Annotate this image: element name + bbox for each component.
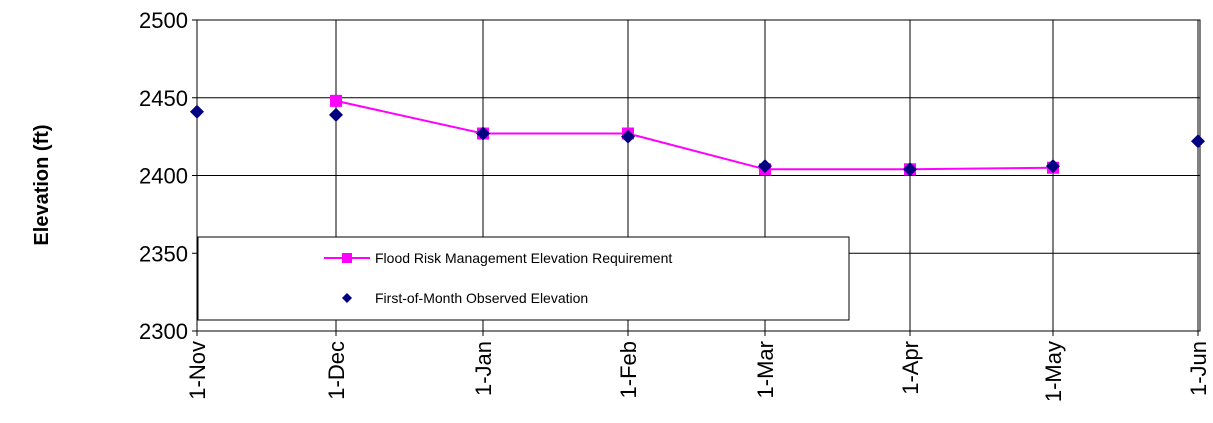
x-tick-label: 1-Jun xyxy=(1186,341,1211,396)
y-tick-label: 2300 xyxy=(139,319,188,344)
observed-point xyxy=(329,107,343,122)
y-axis: 2300 2350 2400 2450 2500 xyxy=(139,8,197,344)
legend-marker-observed xyxy=(342,293,352,303)
x-tick-label: 1-Nov xyxy=(185,341,210,400)
requirement-series-line xyxy=(335,99,1054,171)
observed-point xyxy=(476,126,490,141)
legend-label-requirement: Flood Risk Management Elevation Requirem… xyxy=(375,250,672,266)
x-tick-label: 1-Feb xyxy=(616,341,641,398)
x-tick-label: 1-Jan xyxy=(471,341,496,396)
legend-box xyxy=(197,236,850,321)
observed-point xyxy=(1046,159,1060,174)
x-tick-label: 1-Mar xyxy=(753,341,778,398)
observed-point xyxy=(190,104,204,119)
x-axis: 1-Nov 1-Dec 1-Jan 1-Feb 1-Mar 1-Apr 1-May 1-Jun xyxy=(185,331,1211,402)
legend-label-observed: First-of-Month Observed Elevation xyxy=(375,290,588,306)
x-tick-label: 1-Apr xyxy=(898,341,923,395)
legend: Flood Risk Management Elevation Requirem… xyxy=(197,236,850,321)
series xyxy=(190,94,1205,177)
y-tick-label: 2400 xyxy=(139,164,188,189)
requirement-point xyxy=(330,94,342,107)
observed-point xyxy=(758,159,772,174)
x-tick-label: 1-Dec xyxy=(324,341,349,400)
observed-point xyxy=(1191,134,1205,149)
observed-point xyxy=(903,162,917,177)
observed-point xyxy=(621,129,635,144)
x-tick-label: 1-May xyxy=(1041,341,1066,402)
y-tick-label: 2350 xyxy=(139,241,188,266)
legend-marker-requirement xyxy=(342,253,352,263)
y-axis-label: Elevation (ft) xyxy=(31,124,53,245)
y-tick-label: 2450 xyxy=(139,86,188,111)
y-tick-label: 2500 xyxy=(139,8,188,33)
